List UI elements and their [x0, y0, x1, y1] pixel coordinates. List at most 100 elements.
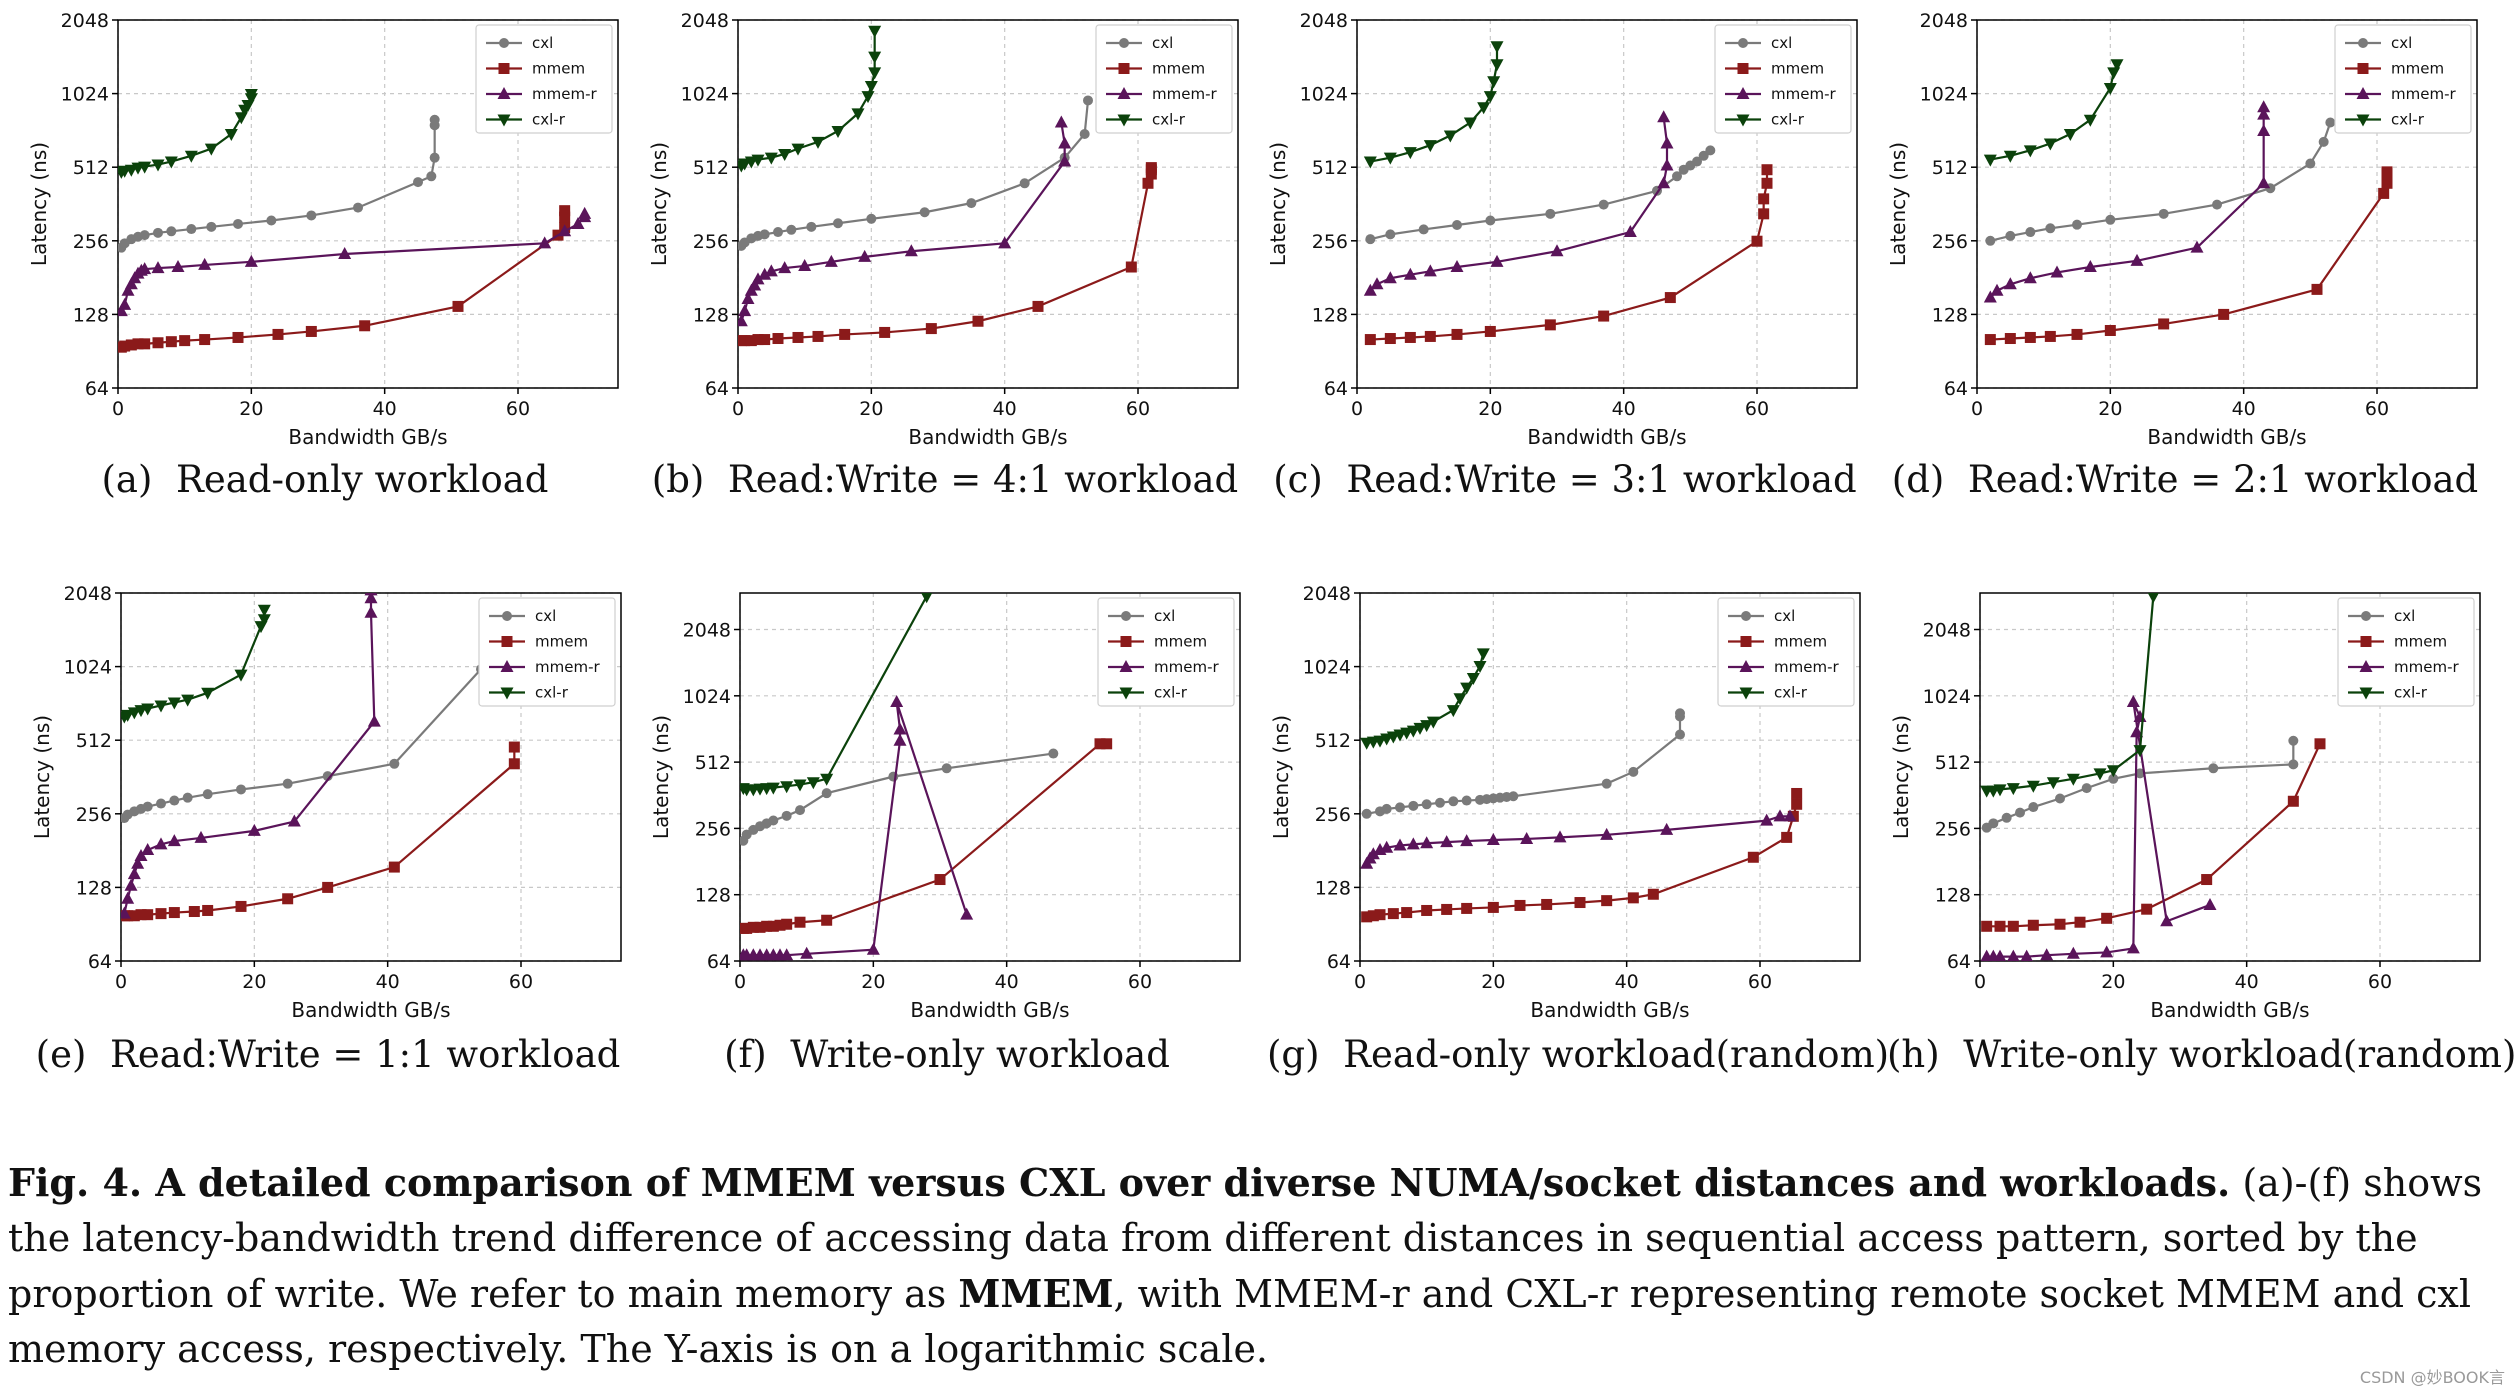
data-point-mmem-r	[2020, 949, 2033, 961]
y-tick-label: 256	[1935, 818, 1971, 840]
data-point-mmem	[2218, 308, 2230, 320]
data-point-mmem-r	[151, 261, 165, 274]
legend-label-cxl-r: cxl-r	[2394, 684, 2428, 702]
x-tick-label: 20	[859, 398, 883, 420]
series-mmem-r	[740, 694, 974, 961]
data-point-cxl-r	[2093, 768, 2107, 781]
data-point-mmem-r	[1380, 840, 1394, 853]
y-tick-label: 128	[73, 304, 109, 326]
y-tick-label: 1024	[1303, 657, 1351, 679]
legend-marker-cxl	[2361, 611, 2371, 621]
data-point-cxl	[2001, 812, 2012, 823]
data-point-cxl	[233, 218, 243, 229]
data-point-mmem-r	[780, 948, 794, 961]
data-point-mmem	[1032, 300, 1044, 312]
legend-label-cxl: cxl	[1771, 34, 1792, 52]
series-mmem-r	[118, 206, 592, 317]
x-tick-label: 0	[1351, 398, 1363, 420]
y-tick-label: 1024	[1920, 84, 1968, 106]
series-mmem-r	[738, 115, 1072, 327]
data-point-mmem	[322, 881, 334, 893]
data-point-mmem-r	[1520, 831, 1534, 844]
legend-box	[2337, 597, 2475, 707]
x-tick-label: 60	[2365, 398, 2389, 420]
data-point-cxl	[1675, 729, 1685, 740]
data-point-cxl-r	[1363, 156, 1377, 169]
data-point-cxl-r	[1983, 154, 1997, 167]
caption-bold: Fig. 4. A detailed comparison of MMEM ve…	[8, 1160, 2231, 1205]
x-tick-label: 20	[239, 398, 263, 420]
data-point-mmem-r	[866, 942, 880, 955]
caption-bold-mmem: MMEM	[958, 1271, 1114, 1316]
data-point-mmem	[1441, 903, 1453, 915]
x-tick-label: 40	[1615, 971, 1639, 993]
legend: cxl mmem mmem-r cxl-r	[1714, 24, 1852, 134]
legend-marker-mmem-r	[1736, 87, 1750, 99]
data-point-mmem	[202, 904, 214, 916]
data-point-cxl	[2288, 759, 2299, 770]
data-point-cxl-r	[1420, 720, 1434, 733]
y-tick-label: 1024	[61, 84, 109, 106]
data-point-cxl	[142, 801, 153, 812]
data-point-cxl	[353, 202, 363, 213]
data-point-cxl	[773, 227, 783, 238]
legend-label-mmem: mmem	[1154, 633, 1207, 651]
legend-marker-mmem-r	[2356, 87, 2370, 99]
data-point-mmem-r	[2190, 240, 2204, 253]
data-point-cxl	[153, 227, 163, 238]
data-point-cxl	[2028, 802, 2039, 813]
data-point-mmem	[839, 328, 851, 340]
legend-marker-cxl-r	[1739, 687, 1753, 700]
series-cxl-r	[738, 25, 882, 173]
y-tick-label: 512	[695, 752, 731, 774]
legend: cxl mmem mmem-r cxl-r	[1097, 597, 1235, 707]
data-point-cxl-r	[1993, 784, 2007, 797]
data-point-mmem-r	[2126, 694, 2140, 707]
x-tick-label: 20	[1478, 398, 1502, 420]
legend-marker-mmem-r	[1739, 660, 1753, 672]
data-point-mmem-r	[2130, 725, 2144, 738]
legend-marker-cxl	[1121, 611, 1131, 621]
y-tick-label: 128	[1935, 885, 1971, 907]
legend-label-mmem-r: mmem-r	[1774, 658, 1839, 676]
legend-marker-cxl	[1738, 38, 1748, 48]
data-point-cxl	[1545, 208, 1556, 219]
subcaption-spacer	[152, 458, 176, 501]
x-tick-label: 40	[1612, 398, 1636, 420]
legend-label-cxl-r: cxl-r	[1774, 684, 1808, 702]
data-point-cxl	[1988, 818, 1999, 829]
data-point-cxl	[1019, 178, 1030, 189]
legend-label-cxl: cxl	[1154, 607, 1175, 625]
legend-label-cxl: cxl	[1774, 607, 1795, 625]
data-point-mmem-r	[121, 891, 135, 904]
data-point-cxl	[2045, 223, 2056, 234]
y-tick-label: 256	[1315, 804, 1351, 826]
data-point-mmem-r	[824, 254, 838, 267]
data-point-cxl-r	[1403, 147, 1417, 160]
data-point-mmem-r	[1760, 813, 1774, 826]
data-point-mmem	[508, 741, 520, 753]
data-point-mmem	[759, 334, 771, 346]
data-point-cxl-r	[793, 779, 807, 792]
y-tick-label: 64	[1944, 378, 1968, 400]
data-point-mmem-r	[1440, 835, 1454, 848]
data-point-mmem-r	[2257, 123, 2271, 136]
data-point-cxl-r	[1483, 91, 1497, 104]
y-tick-label: 64	[1324, 378, 1348, 400]
data-point-mmem-r	[1450, 260, 1464, 273]
legend-label-cxl: cxl	[2394, 607, 2415, 625]
plot-area	[121, 593, 520, 922]
subcaption-title: Write-only workload	[790, 1033, 1170, 1076]
x-tick-label: 20	[2101, 971, 2125, 993]
data-point-mmem-r	[1406, 837, 1420, 850]
data-point-cxl-r	[868, 25, 882, 38]
data-point-cxl	[322, 771, 333, 782]
series-cxl	[1365, 145, 1716, 245]
series-line-cxl	[1990, 122, 2332, 242]
x-axis-label: Bandwidth GB/s	[2150, 998, 2309, 1022]
data-point-mmem	[132, 338, 144, 350]
data-point-mmem	[1751, 235, 1763, 247]
data-point-mmem-r	[138, 262, 152, 275]
data-point-mmem	[2071, 328, 2083, 340]
data-point-mmem-r	[1393, 838, 1407, 851]
